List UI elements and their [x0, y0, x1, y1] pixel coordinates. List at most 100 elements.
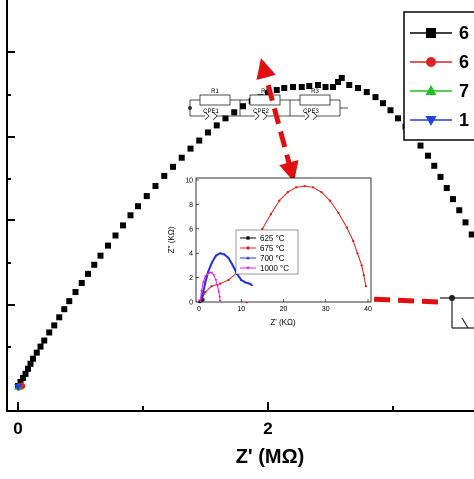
circuit-label-cpe3: CPE3 — [303, 109, 319, 115]
inset-series-1-point-1 — [204, 291, 207, 294]
plot-frame — [6, 0, 474, 412]
inset-series-1-point-9 — [269, 212, 273, 216]
series-0-point-29 — [178, 154, 185, 161]
series-0-point-51 — [355, 85, 361, 92]
legend-label-0: 6 — [459, 23, 469, 43]
inset-legend-box — [235, 229, 299, 275]
arrow-peak-to-inset — [256, 58, 299, 182]
series-0-point-33 — [213, 122, 220, 129]
inset-series-3-point-2 — [201, 281, 205, 284]
inset-series-2-point-5 — [214, 254, 218, 257]
inset-y-tick-label-2: 4 — [189, 251, 193, 258]
legend-label-2: 7 — [459, 81, 469, 101]
inset-series-3-point-8 — [214, 279, 218, 282]
series-0-point-50 — [346, 82, 353, 88]
inset-series-2-point-2 — [204, 281, 207, 284]
main-data-series — [14, 74, 474, 392]
inset-x-tick-label-3: 30 — [322, 306, 330, 313]
legend-marker-2 — [425, 85, 437, 95]
inset-x-tick-label-0: 0 — [197, 306, 201, 313]
series-0-point-4 — [25, 365, 31, 372]
series-0-point-49 — [338, 74, 345, 81]
inset-series-1-point-21 — [360, 264, 363, 267]
series-0-point-47 — [330, 84, 336, 91]
inset-series-2-point-13 — [248, 282, 252, 285]
inset-series-2-point-11 — [239, 278, 243, 281]
inset-series-1-point-16 — [328, 199, 332, 202]
series-0-point-27 — [161, 172, 168, 179]
series-0-point-23 — [127, 212, 134, 219]
inset-y-tick-label-1: 2 — [189, 275, 193, 282]
inset-legend-label-0: 625 °C — [260, 234, 285, 243]
inset-series-3-point-11 — [218, 296, 222, 299]
inset-data — [198, 184, 368, 304]
series-0-point-53 — [372, 94, 379, 101]
series-0-point-21 — [112, 232, 119, 239]
inset-series-3-point-3 — [204, 275, 207, 278]
inset-x-tick-label-2: 20 — [280, 306, 288, 313]
series-0-point-44 — [306, 83, 313, 90]
inset-chart: 0 10 20 30 40 0 2 4 6 8 10 Z' (KΩ) Z'' (KΩ) 625 °C… — [167, 178, 372, 328]
inset-series-1-point-14 — [311, 186, 315, 189]
series-0-point-32 — [205, 129, 211, 136]
series-0-point-54 — [380, 100, 386, 107]
x-axis-label: Z' (MΩ) — [236, 446, 305, 468]
series-0-point-24 — [135, 203, 141, 210]
series-0-point-22 — [120, 222, 126, 229]
series-0-point-62 — [437, 173, 444, 180]
inset-series-2-point-4 — [210, 261, 213, 264]
inset-x-tick-label-1: 10 — [237, 306, 245, 313]
inset-series-3-point-12 — [218, 299, 222, 303]
inset-series-1-point-12 — [294, 186, 298, 189]
series-0-point-67 — [468, 231, 474, 238]
x-tick-label-0: 0 — [13, 419, 22, 438]
inset-series-1-point-2 — [210, 284, 213, 288]
series-0-point-30 — [187, 145, 194, 152]
inset-series-3-point-0 — [198, 299, 202, 303]
series-0-point-7 — [33, 349, 40, 356]
inset-series-2-point-12 — [244, 281, 247, 284]
legend: 6 6 7 1 — [403, 11, 474, 141]
inset-legend-marker-1 — [246, 246, 250, 250]
legend-marker-3 — [425, 116, 437, 126]
inset-series-1-point-17 — [337, 211, 340, 215]
inset-y-tick-label-5: 10 — [185, 178, 193, 185]
inset-y-axis-label: Z'' (KΩ) — [167, 226, 176, 253]
series-0-point-56 — [395, 115, 401, 122]
legend-items: 6 6 7 1 — [410, 23, 469, 130]
series-0-point-61 — [431, 162, 438, 169]
series-0-point-65 — [456, 207, 463, 214]
inset-series-1-point-3 — [218, 282, 222, 285]
inset-series-1-line — [200, 185, 367, 302]
inset-legend-label-2: 700 °C — [260, 254, 285, 263]
inset-series-3-point-5 — [208, 271, 211, 275]
inset-legend-marker-0 — [246, 236, 250, 240]
x-axis-ticks — [17, 402, 394, 411]
series-0-point-3 — [22, 370, 29, 377]
inset-series-3-point-10 — [217, 291, 221, 294]
inset-series-3-point-4 — [206, 272, 209, 276]
circuit-label-r3: R3 — [311, 89, 319, 95]
series-0-point-52 — [363, 89, 370, 96]
series-0-point-59 — [417, 142, 424, 149]
inset-series-2-point-8 — [227, 256, 230, 260]
series-0-point-63 — [443, 185, 450, 192]
series-0-point-11 — [51, 322, 58, 329]
inset-y-tick-label-0: 0 — [189, 300, 193, 307]
y-axis-ticks — [7, 51, 15, 348]
partial-circuit-right — [440, 294, 474, 329]
series-0-point-19 — [97, 252, 104, 259]
series-0-point-10 — [46, 329, 53, 336]
inset-series-2-point-7 — [223, 252, 226, 256]
inset-series-1-point-20 — [356, 252, 359, 255]
legend-label-3: 1 — [459, 110, 469, 130]
inset-series-1-point-22 — [362, 273, 365, 277]
inset-x-axis-label: Z' (KΩ) — [270, 318, 296, 327]
series-0-point-36 — [240, 103, 246, 110]
series-3-point-0 — [14, 384, 22, 392]
series-0-point-41 — [281, 85, 288, 92]
series-0-point-26 — [152, 183, 159, 189]
